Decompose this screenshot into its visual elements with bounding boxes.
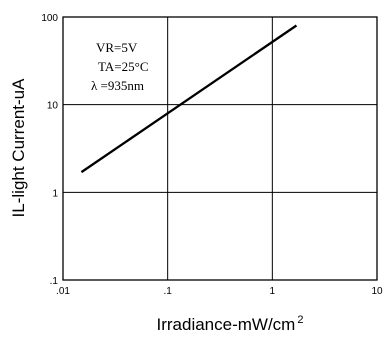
x-tick-label: .1 xyxy=(163,286,172,297)
y-tick-label: 1 xyxy=(52,188,58,199)
annotation-ta: TA=25°C xyxy=(98,59,149,74)
x-axis-title-text: Irradiance-mW/cm xyxy=(157,315,296,334)
y-tick-label: 100 xyxy=(41,13,58,24)
x-tick-label: 10 xyxy=(371,286,383,297)
series-line xyxy=(80,24,298,174)
x-tick-label: 1 xyxy=(270,286,276,297)
annotation-block: VR=5V TA=25°C λ =935nm xyxy=(91,40,149,93)
y-tick-label: 10 xyxy=(47,101,59,112)
annotation-wavelength: λ =935nm xyxy=(91,78,144,93)
series xyxy=(80,24,298,174)
x-axis-title: Irradiance-mW/cm 2 xyxy=(157,314,304,334)
grid xyxy=(63,17,377,280)
plot-area-frame xyxy=(62,16,378,281)
y-axis-title: IL-light Current-uA xyxy=(9,78,28,218)
x-axis-title-superscript: 2 xyxy=(297,314,303,326)
x-tick-label: .01 xyxy=(56,286,70,297)
annotation-vr: VR=5V xyxy=(96,40,138,55)
y-tick-label: .1 xyxy=(50,276,59,287)
